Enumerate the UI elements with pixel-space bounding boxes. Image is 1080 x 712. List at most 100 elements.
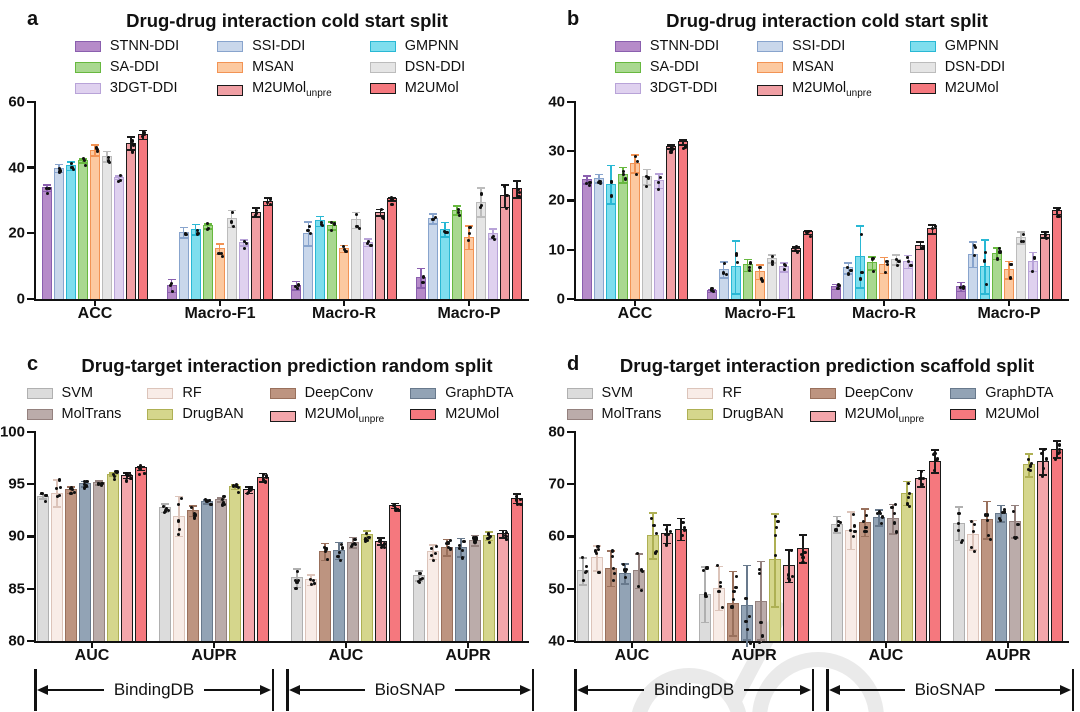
error-bar-cap bbox=[579, 584, 587, 586]
legend-swatch-icon bbox=[410, 387, 437, 399]
error-bar-cap bbox=[349, 547, 357, 549]
y-tick bbox=[566, 639, 574, 643]
data-dot bbox=[262, 472, 266, 477]
data-dot bbox=[125, 479, 129, 483]
data-dot bbox=[836, 519, 840, 523]
data-dot bbox=[933, 225, 937, 229]
x-tick bbox=[884, 640, 888, 648]
error-bar-cap bbox=[649, 512, 657, 514]
error-bar bbox=[1020, 231, 1022, 244]
data-dot bbox=[381, 217, 385, 221]
y-tick-label: 60 bbox=[548, 527, 565, 545]
data-dot bbox=[107, 160, 111, 165]
legend-item-rf: RF bbox=[147, 385, 243, 401]
error-bar-cap bbox=[607, 203, 615, 205]
legend-label: M2UMol bbox=[985, 406, 1040, 422]
y-tick bbox=[566, 248, 574, 251]
y-tick-label: 100 bbox=[0, 423, 25, 441]
legend-column: STNN-DDI SA-DDI 3DGT-DDI bbox=[614, 38, 719, 102]
bar-graphdta-auc bbox=[873, 509, 885, 641]
error-bar-cap bbox=[452, 214, 461, 216]
data-dot bbox=[1043, 447, 1047, 451]
bar-group-macro-f1-1 bbox=[706, 229, 813, 299]
error-bar bbox=[732, 571, 734, 637]
data-dot bbox=[710, 288, 714, 292]
bar-group-macro-f1-1 bbox=[166, 197, 273, 299]
panel-letter: a bbox=[27, 8, 39, 30]
error-bar-cap bbox=[167, 278, 176, 281]
data-dot bbox=[1013, 536, 1017, 540]
error-bar bbox=[996, 247, 998, 260]
error-bar-cap bbox=[868, 256, 877, 258]
legend-swatch-icon bbox=[217, 85, 244, 97]
data-dot bbox=[734, 252, 739, 256]
error-bar-cap bbox=[127, 149, 135, 151]
bar-dsn-ddi-acc bbox=[642, 168, 652, 299]
legend-label-subscript: unpre bbox=[898, 413, 925, 425]
error-bar bbox=[638, 554, 640, 589]
data-dot bbox=[231, 224, 235, 228]
data-dot bbox=[849, 528, 853, 533]
data-dot bbox=[68, 487, 73, 491]
data-dot bbox=[113, 477, 117, 481]
bar-3dgt-ddi-acc bbox=[654, 173, 664, 299]
data-dot bbox=[800, 552, 804, 556]
data-dot bbox=[712, 289, 716, 293]
data-dot bbox=[518, 498, 522, 502]
error-bar-cap bbox=[655, 173, 663, 175]
bar-sa-ddi-macro-p bbox=[991, 246, 1002, 299]
data-dot bbox=[932, 453, 936, 457]
x-tick bbox=[1007, 298, 1011, 306]
bar-group-auc-0 bbox=[577, 512, 687, 641]
legend-column: SVM MolTrans bbox=[26, 385, 122, 428]
error-bar bbox=[352, 537, 354, 548]
data-dot bbox=[846, 272, 851, 276]
legend-label: MolTrans bbox=[61, 406, 122, 422]
error-bar-cap bbox=[916, 240, 925, 243]
data-dot bbox=[208, 498, 212, 503]
panel-title: Drug-target interaction prediction scaff… bbox=[619, 355, 1035, 376]
legend-label: 3DGT-DDI bbox=[649, 80, 718, 96]
data-dot bbox=[69, 491, 73, 495]
y-tick bbox=[566, 100, 574, 104]
error-bar-cap bbox=[755, 264, 764, 266]
bar-m2umol-aupr bbox=[797, 533, 809, 641]
bar-group-aupr-3 bbox=[953, 440, 1063, 641]
bar-groups bbox=[576, 432, 1064, 648]
data-dot bbox=[488, 535, 492, 539]
error-bar-cap bbox=[292, 280, 301, 283]
data-dot bbox=[118, 173, 122, 178]
legend-label: GraphDTA bbox=[985, 385, 1054, 401]
data-dot bbox=[730, 605, 734, 609]
panel-b-header: b Drug-drug interaction cold start split bbox=[540, 6, 1080, 36]
error-bar-cap bbox=[512, 196, 521, 199]
data-dot bbox=[1045, 236, 1049, 240]
data-dot bbox=[505, 193, 509, 197]
data-dot bbox=[204, 499, 209, 503]
error-bar-cap bbox=[1039, 448, 1047, 450]
data-dot bbox=[57, 478, 62, 482]
error-bar-cap bbox=[595, 173, 603, 176]
data-dot bbox=[758, 572, 762, 576]
data-dot bbox=[492, 237, 496, 241]
bar-svm-auc bbox=[577, 555, 589, 641]
legend-item-moltrans: MolTrans bbox=[26, 406, 122, 422]
error-bar-cap bbox=[607, 164, 615, 167]
y-tick bbox=[566, 199, 574, 202]
data-dot bbox=[467, 232, 472, 236]
error-bar-cap bbox=[443, 538, 451, 541]
data-dot bbox=[326, 558, 330, 562]
bar-groups bbox=[36, 102, 524, 299]
error-bar bbox=[652, 512, 654, 559]
error-bar bbox=[624, 564, 626, 584]
error-bar-cap bbox=[43, 190, 51, 193]
bar-groups bbox=[36, 432, 524, 641]
bar-rf-auc bbox=[51, 478, 63, 641]
data-dot bbox=[933, 459, 937, 463]
error-bar bbox=[722, 261, 725, 278]
data-dot bbox=[921, 482, 925, 486]
data-dot bbox=[622, 568, 626, 572]
legend-column: SVM MolTrans bbox=[566, 385, 662, 428]
x-category-label: AUPR bbox=[445, 646, 491, 664]
legend-item-svm: SVM bbox=[566, 385, 662, 401]
